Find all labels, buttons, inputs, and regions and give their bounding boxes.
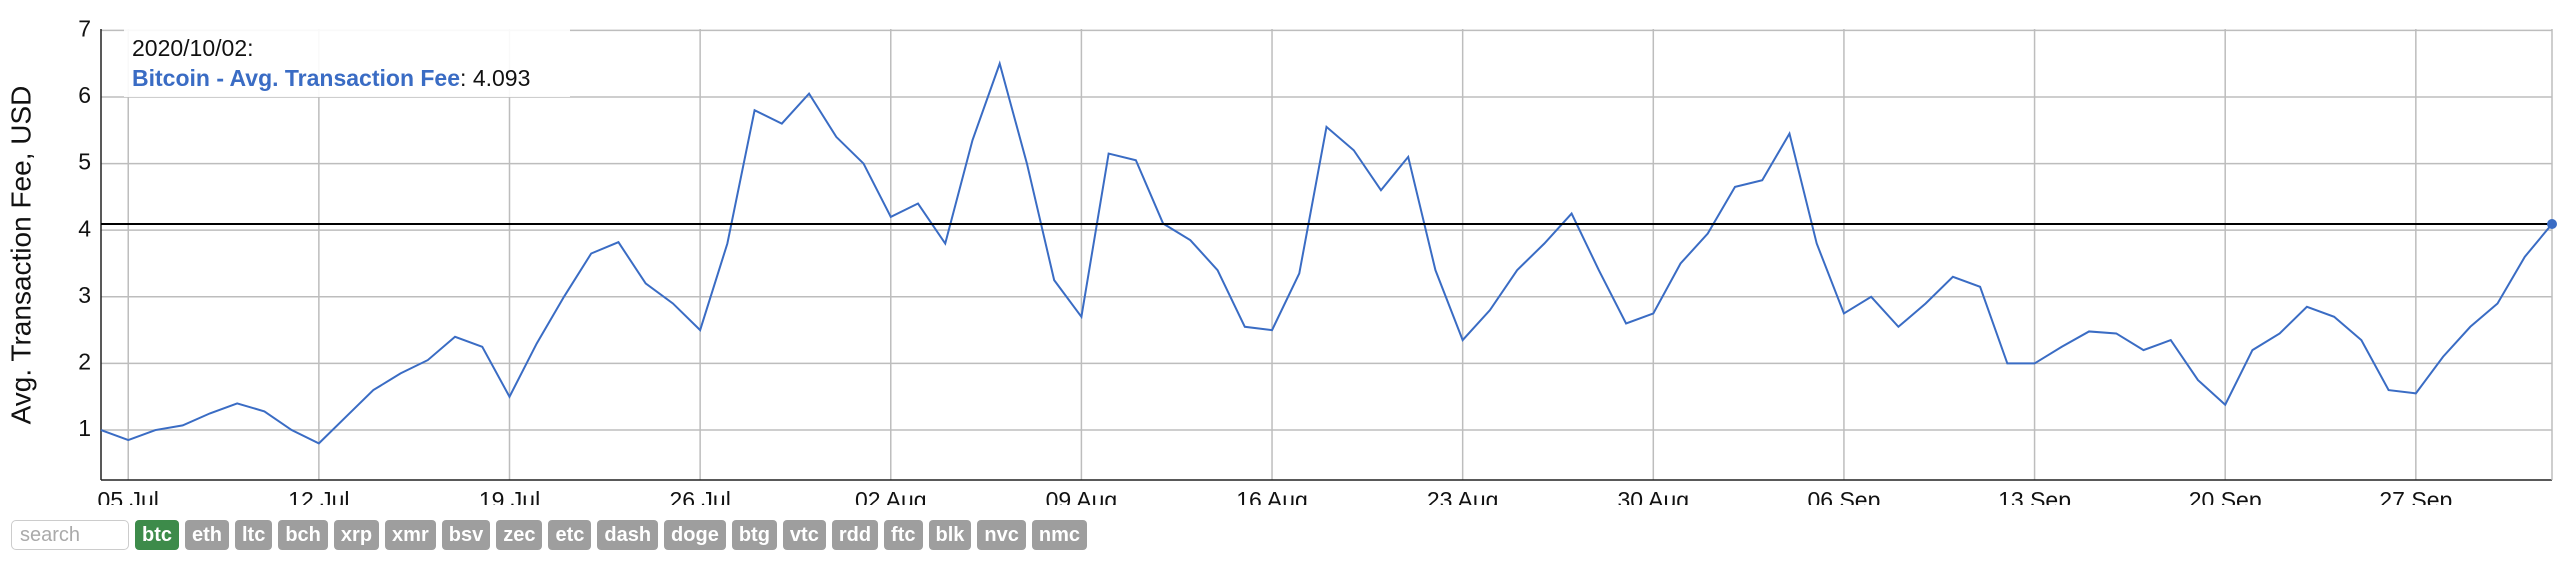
coin-button[interactable]: eth [185,520,229,550]
coin-button[interactable]: vtc [782,520,826,550]
series-line [100,60,2553,445]
x-tick-label: 27 Sep [2379,487,2452,505]
y-tick-label: 5 [78,149,91,175]
controls: btcethltcbchxrpxmrbsvzecetcdashdogebtgvt… [11,520,1087,550]
y-tick-label: 4 [78,215,91,241]
x-tick-label: 26 Jul [669,487,730,505]
coin-button[interactable]: bsv [441,520,491,550]
coin-button[interactable]: blk [928,520,972,550]
x-tick-label: 13 Sep [1998,487,2071,505]
tooltip-row: Bitcoin - Avg. Transaction Fee: 4.093 [132,63,562,93]
coin-button[interactable]: etc [548,520,592,550]
coin-button[interactable]: xrp [333,520,380,550]
coin-button[interactable]: ftc [884,520,923,550]
coin-button[interactable]: ltc [235,520,273,550]
y-tick-label: 3 [78,282,91,308]
x-tick-label: 12 Jul [288,487,349,505]
x-tick-label: 05 Jul [98,487,159,505]
tooltip-series: Bitcoin - Avg. Transaction Fee [132,65,461,91]
y-tick-label: 6 [78,82,91,108]
x-tick-label: 06 Sep [1807,487,1880,505]
tooltip-separator: : [460,65,467,91]
x-tick-label: 09 Aug [1046,487,1118,505]
hover-point [2547,218,2557,229]
coin-button[interactable]: doge [664,520,726,550]
coin-button[interactable]: xmr [385,520,436,550]
y-axis-label: Avg. Transaction Fee, USD [5,86,36,425]
coin-button[interactable]: rdd [831,520,879,550]
coin-button[interactable]: nmc [1031,520,1087,550]
y-tick-label: 1 [78,415,91,441]
tooltip-value: 4.093 [472,65,531,91]
x-tick-label: 02 Aug [855,487,927,505]
y-tick-label: 2 [78,348,91,374]
chart: Avg. Transaction Fee, USD 1 2 3 4 5 6 7 05 Jul 1… [5,15,2557,513]
tooltip: 2020/10/02: Bitcoin - Avg. Transaction F… [124,29,570,97]
tooltip-date: 2020/10/02: [132,35,254,61]
x-tick-label: 20 Sep [2189,487,2262,505]
x-tick-label: 23 Aug [1427,487,1499,505]
coin-button[interactable]: btc [135,520,179,550]
coin-button[interactable]: bch [278,520,328,550]
x-tick-label: 16 Aug [1236,487,1308,505]
coin-button[interactable]: btg [731,520,777,550]
x-tick-label: 30 Aug [1617,487,1689,505]
x-tick-label: 19 Jul [479,487,540,505]
coin-button[interactable]: zec [496,520,543,550]
search-input[interactable] [11,520,129,550]
y-tick-label: 7 [78,15,91,41]
coin-button[interactable]: dash [597,520,659,550]
coin-button[interactable]: nvc [977,520,1026,550]
